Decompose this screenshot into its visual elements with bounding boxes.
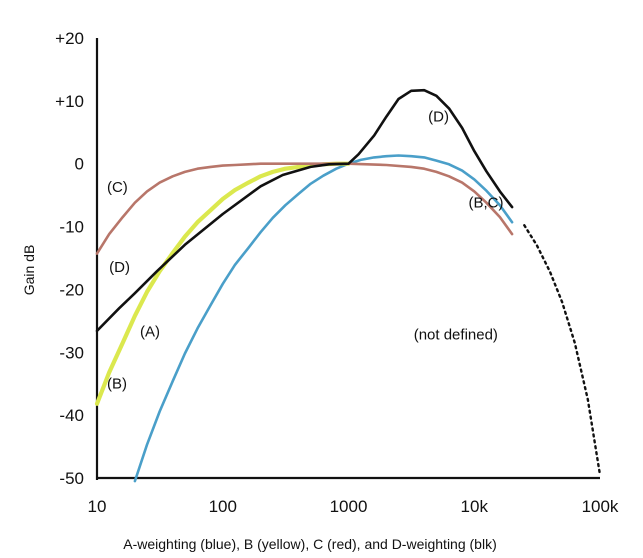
y-tick-label: +10: [55, 92, 84, 111]
curve-annotation: (not defined): [414, 327, 498, 344]
curve-annotation: (B,C): [468, 195, 503, 212]
x-tick-labels: 10 100 1000 10k 100k: [88, 497, 619, 516]
y-tick-label: -30: [59, 343, 84, 362]
y-tick-label: -50: [59, 469, 84, 488]
series-c-line: [95, 162, 514, 255]
x-tick-label: 100k: [582, 497, 619, 516]
series-b-line: [94, 161, 351, 406]
series-lines: [94, 88, 602, 483]
x-tick-label: 1000: [330, 497, 368, 516]
x-axis-caption: A-weighting (blue), B (yellow), C (red),…: [123, 536, 496, 552]
y-tick-label: -40: [59, 406, 84, 425]
y-axis-label: Gain dB: [21, 245, 37, 296]
curve-annotations: (C) (D) (B,C) (D) (A) (B) (not defined): [107, 109, 504, 393]
series-extrapolated-line: [523, 224, 602, 477]
y-tick-label: 0: [75, 155, 84, 174]
series-a-line: [133, 154, 514, 483]
y-tick-label: -20: [59, 280, 84, 299]
y-tick-label: +20: [55, 29, 84, 48]
x-tick-label: 100: [209, 497, 237, 516]
curve-annotation: (B): [107, 376, 127, 393]
curve-annotation: (C): [107, 179, 128, 196]
y-tick-label: -10: [59, 218, 84, 237]
y-tick-labels: +20 +10 0 -10 -20 -30 -40 -50: [55, 29, 84, 488]
curve-annotation: (D): [109, 259, 130, 276]
curve-annotation: (A): [140, 324, 160, 341]
axes: [95, 38, 600, 480]
x-tick-label: 10: [88, 497, 107, 516]
x-tick-label: 10k: [461, 497, 489, 516]
series-d-line: [95, 88, 514, 333]
curve-annotation: (D): [428, 109, 449, 126]
